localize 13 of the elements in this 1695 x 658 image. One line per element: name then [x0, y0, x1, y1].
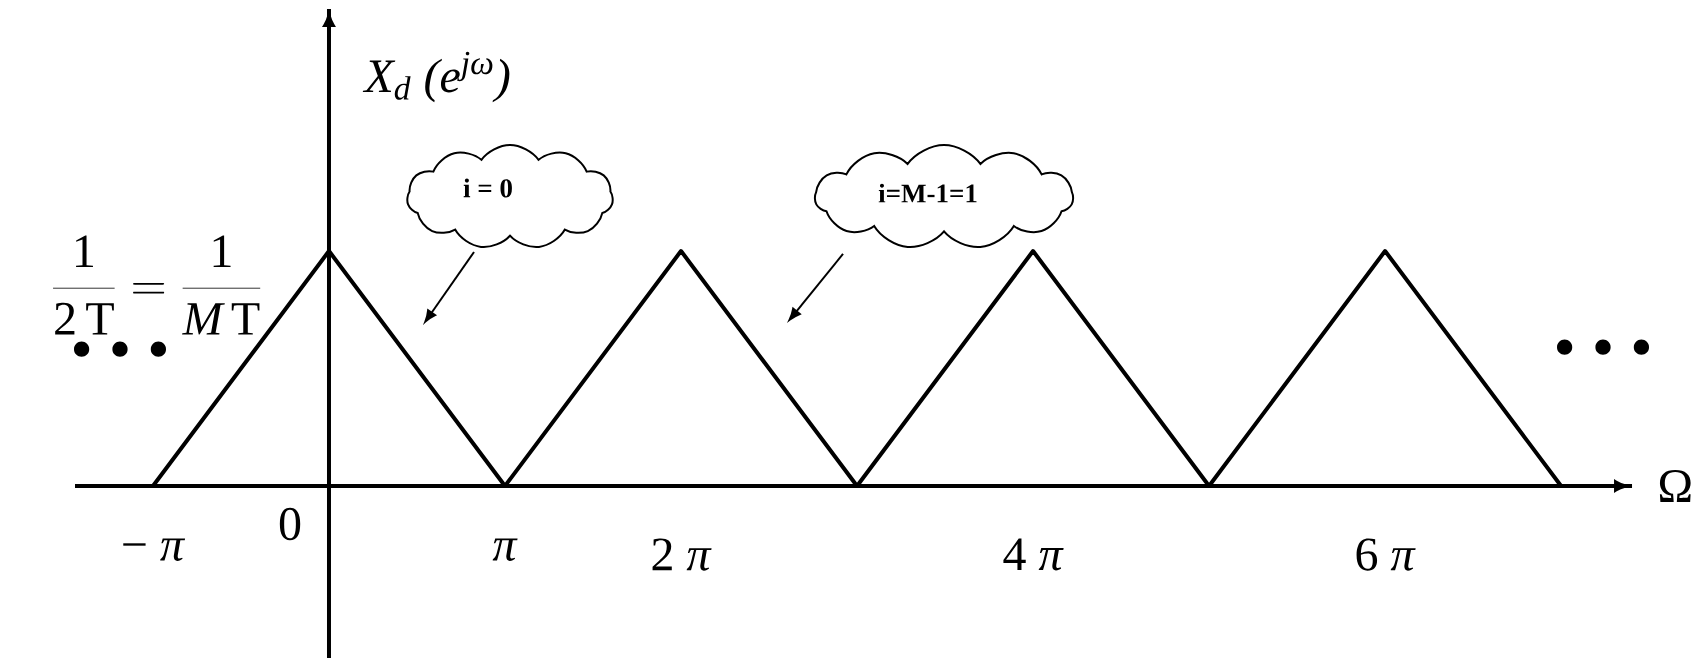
x-axis-title: Ω	[1659, 470, 1691, 502]
x-tick-label: 2 π	[652, 538, 712, 571]
x-tick-label: − π	[123, 538, 186, 561]
text: i=M-1=1	[878, 183, 977, 203]
annotation: • • •	[1557, 339, 1650, 355]
x-tick-label: π	[492, 538, 518, 561]
annotation: $\frac{1}{2\,\mathrm{T}}=\frac{1}{M\,\mathrm{T}}$	[53, 235, 261, 335]
x-tick-label: 4 π	[1003, 538, 1064, 571]
annotation: • • •	[73, 341, 166, 357]
text: 0	[279, 507, 301, 541]
x-tick-label: 6 π	[1356, 538, 1416, 571]
text: i = 0	[463, 178, 512, 198]
y-axis-title: X$_{d}$ (e$^{jω}$)	[362, 51, 510, 103]
